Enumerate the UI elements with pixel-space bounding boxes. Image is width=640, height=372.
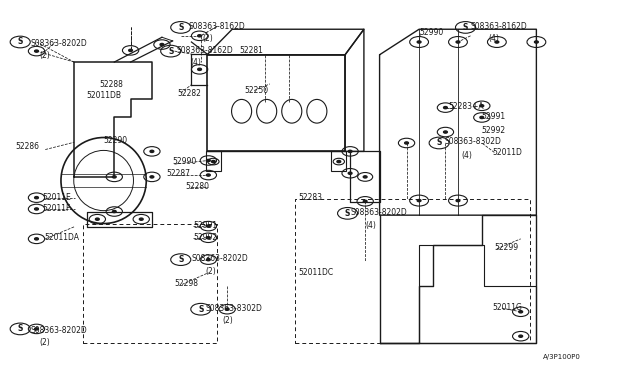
Text: (2): (2) [39, 51, 50, 60]
Text: S: S [17, 38, 23, 46]
Text: 52250: 52250 [244, 86, 269, 95]
Text: S: S [436, 138, 442, 147]
Text: S: S [178, 255, 184, 264]
Text: S: S [463, 23, 468, 32]
Circle shape [519, 335, 523, 337]
Text: S08363-8202D: S08363-8202D [30, 39, 87, 48]
Circle shape [337, 160, 340, 163]
Circle shape [444, 106, 447, 109]
Circle shape [495, 41, 499, 43]
Circle shape [207, 174, 210, 176]
Circle shape [225, 308, 229, 310]
Text: 52290: 52290 [104, 136, 128, 145]
Text: (4): (4) [488, 34, 499, 43]
Text: 52011D: 52011D [493, 148, 522, 157]
Circle shape [417, 199, 421, 202]
Text: (2): (2) [223, 317, 234, 326]
Circle shape [140, 218, 143, 220]
Text: (4): (4) [365, 221, 376, 230]
Text: 52287: 52287 [166, 169, 190, 178]
Text: (2): (2) [202, 34, 213, 43]
Circle shape [95, 218, 99, 220]
Circle shape [480, 116, 484, 119]
Circle shape [198, 35, 202, 37]
Text: (4): (4) [191, 58, 202, 67]
Circle shape [348, 172, 352, 174]
Circle shape [35, 238, 38, 240]
Text: S08363-8302D: S08363-8302D [206, 304, 263, 312]
Text: 52280: 52280 [185, 182, 209, 191]
Circle shape [129, 49, 132, 51]
Text: S08363-8162D: S08363-8162D [188, 22, 245, 31]
Circle shape [113, 176, 116, 178]
Bar [207, 55, 345, 151]
Text: S: S [178, 23, 184, 32]
Text: 52011G: 52011G [493, 302, 522, 311]
Text: 52011F: 52011F [43, 205, 71, 214]
Text: 52288: 52288 [99, 80, 123, 89]
Text: S08363-8202D: S08363-8202D [191, 254, 248, 263]
Text: S08363-8162D: S08363-8162D [470, 22, 527, 31]
Text: 52283+A: 52283+A [449, 102, 484, 111]
Text: S08363-8162D: S08363-8162D [177, 46, 234, 55]
Text: 52991: 52991 [482, 112, 506, 121]
Circle shape [207, 259, 210, 261]
Circle shape [456, 41, 460, 43]
Circle shape [160, 44, 164, 46]
Text: 52286: 52286 [16, 142, 40, 151]
Bar [332, 151, 346, 171]
Text: (2): (2) [39, 337, 50, 347]
Circle shape [456, 199, 460, 202]
Text: S08363-8202D: S08363-8202D [30, 326, 87, 334]
Circle shape [207, 237, 210, 239]
Circle shape [417, 41, 421, 43]
Bar [206, 151, 221, 171]
Circle shape [35, 328, 38, 330]
Circle shape [404, 142, 408, 144]
Text: 52992: 52992 [482, 126, 506, 135]
Text: 52282: 52282 [177, 89, 201, 97]
Circle shape [480, 105, 484, 107]
Circle shape [35, 196, 38, 199]
Circle shape [348, 150, 352, 153]
Text: 52992: 52992 [193, 232, 218, 241]
Circle shape [35, 50, 38, 52]
Circle shape [534, 41, 538, 43]
Text: S: S [17, 324, 23, 333]
Circle shape [444, 131, 447, 133]
Text: (4): (4) [461, 151, 472, 160]
Text: 52991: 52991 [193, 221, 218, 230]
Circle shape [113, 211, 116, 213]
Text: 52299: 52299 [494, 243, 518, 252]
Text: 52990: 52990 [419, 28, 444, 37]
Text: 52281: 52281 [240, 46, 264, 55]
Text: 52011E: 52011E [43, 193, 72, 202]
Text: S: S [168, 46, 173, 55]
Text: A/3P100P0: A/3P100P0 [543, 354, 580, 360]
Circle shape [211, 160, 215, 163]
Text: S08363-8302D: S08363-8302D [444, 137, 501, 146]
Text: S: S [345, 209, 350, 218]
Circle shape [207, 159, 210, 161]
Circle shape [35, 208, 38, 210]
Circle shape [150, 176, 154, 178]
Text: 52011DA: 52011DA [44, 233, 79, 242]
Circle shape [364, 200, 367, 202]
Circle shape [364, 176, 367, 178]
Text: 52283: 52283 [298, 193, 322, 202]
Circle shape [519, 311, 523, 313]
Text: S: S [198, 305, 204, 314]
Text: 52011DC: 52011DC [298, 268, 333, 277]
Text: 52011DB: 52011DB [86, 91, 122, 100]
Circle shape [150, 150, 154, 153]
Text: 52990: 52990 [173, 157, 197, 166]
Circle shape [198, 68, 202, 70]
Circle shape [207, 225, 210, 227]
Text: (2): (2) [206, 267, 216, 276]
Text: S08363-8202D: S08363-8202D [350, 208, 407, 217]
Text: 52298: 52298 [175, 279, 198, 288]
